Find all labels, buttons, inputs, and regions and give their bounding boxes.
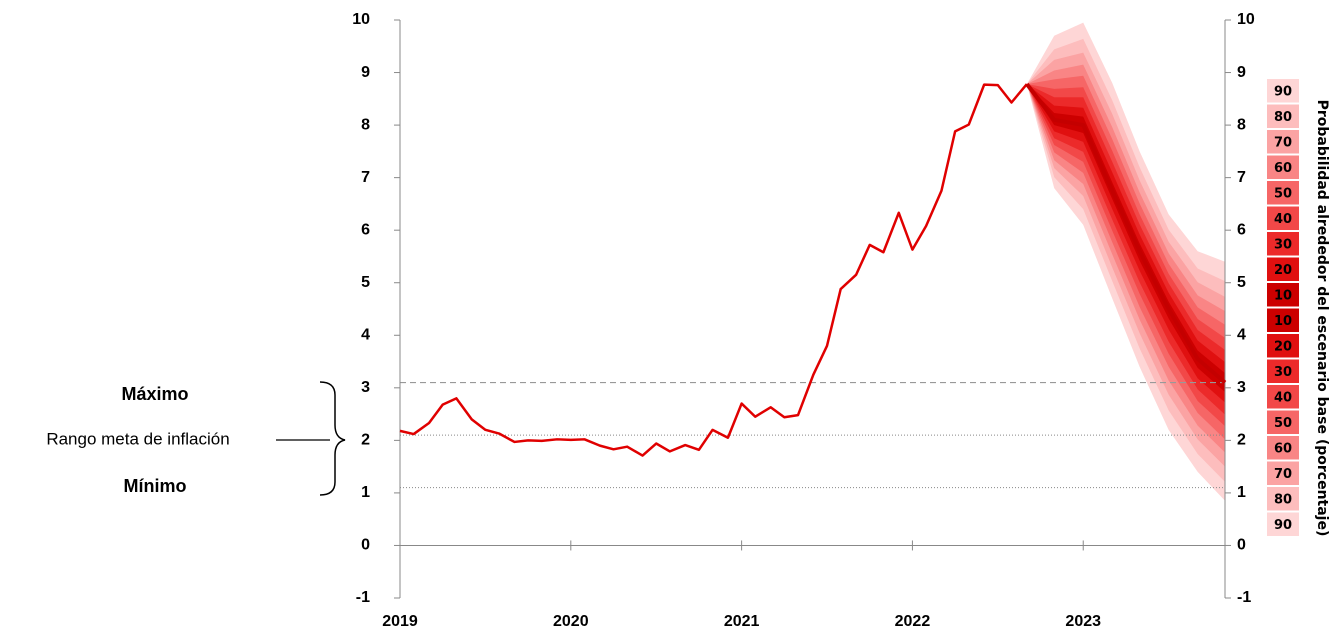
y2-tick-label: 7 xyxy=(1237,169,1246,186)
legend-label: 50 xyxy=(1274,416,1292,431)
fan-band xyxy=(1026,84,1225,393)
legend-label: 50 xyxy=(1274,186,1292,201)
annotation-range: Rango meta de inflación xyxy=(46,429,229,448)
central-line xyxy=(1025,82,1227,385)
line xyxy=(399,83,1028,457)
legend-label: 60 xyxy=(1274,441,1292,456)
y2-tick-label: -1 xyxy=(1237,589,1251,606)
legend-label: 10 xyxy=(1274,314,1292,329)
y2-tick-label: 0 xyxy=(1237,537,1246,554)
legend-swatch xyxy=(1267,436,1299,460)
legend-swatch xyxy=(1267,334,1299,358)
y2-tick-label: 6 xyxy=(1237,221,1246,238)
x-tick-label: 2020 xyxy=(553,613,589,630)
legend-label: 10 xyxy=(1274,288,1292,303)
legend-swatch xyxy=(1267,130,1299,154)
x-tick-label: 2021 xyxy=(724,613,760,630)
y-tick-label: 10 xyxy=(352,11,370,28)
y2-tick-label: 3 xyxy=(1237,379,1246,396)
legend-swatch xyxy=(1267,410,1299,434)
legend-swatch xyxy=(1267,385,1299,409)
legend-title: Probabilidad alrededor del escenario bas… xyxy=(1314,100,1330,537)
legend-swatch xyxy=(1267,155,1299,179)
y-tick-label: 8 xyxy=(361,116,370,133)
legend-swatch xyxy=(1267,487,1299,511)
legend-swatch xyxy=(1267,359,1299,383)
legend-swatch xyxy=(1267,461,1299,485)
legend-swatch xyxy=(1267,257,1299,281)
y-tick-label: 9 xyxy=(361,64,370,81)
x-tick-label: 2022 xyxy=(895,613,931,630)
legend-label: 90 xyxy=(1274,518,1292,533)
legend-swatch xyxy=(1267,79,1299,103)
y-tick-label: 5 xyxy=(361,274,370,291)
y2-tick-label: 4 xyxy=(1237,326,1246,343)
y2-tick-label: 5 xyxy=(1237,274,1246,291)
legend-swatch xyxy=(1267,181,1299,205)
brace xyxy=(319,381,346,496)
legend-label: 40 xyxy=(1274,390,1292,405)
legend-swatch xyxy=(1267,283,1299,307)
legend-swatch xyxy=(1267,308,1299,332)
annotation-min: Mínimo xyxy=(124,476,187,496)
y-tick-label: 0 xyxy=(361,537,370,554)
legend-label: 40 xyxy=(1274,212,1292,227)
y-tick-label: 6 xyxy=(361,221,370,238)
y-tick-label: -1 xyxy=(356,589,370,606)
y-tick-label: 4 xyxy=(361,326,370,343)
y2-tick-label: 10 xyxy=(1237,11,1255,28)
y2-tick-label: 2 xyxy=(1237,432,1246,449)
legend-label: 90 xyxy=(1274,84,1292,99)
legend-swatch xyxy=(1267,206,1299,230)
legend-swatch xyxy=(1267,232,1299,256)
y2-tick-label: 1 xyxy=(1237,484,1246,501)
y2-tick-label: 9 xyxy=(1237,64,1246,81)
legend-label: 80 xyxy=(1274,492,1292,507)
legend-swatch xyxy=(1267,104,1299,128)
y-tick-label: 2 xyxy=(361,432,370,449)
legend-label: 70 xyxy=(1274,467,1292,482)
legend-label: 70 xyxy=(1274,135,1292,150)
annotation-max: Máximo xyxy=(121,384,188,404)
y-tick-label: 7 xyxy=(361,169,370,186)
y2-tick-label: 8 xyxy=(1237,116,1246,133)
legend-label: 30 xyxy=(1274,237,1292,252)
legend-label: 30 xyxy=(1274,365,1292,380)
legend-label: 80 xyxy=(1274,110,1292,125)
legend-swatch xyxy=(1267,512,1299,536)
y-tick-label: 3 xyxy=(361,379,370,396)
legend-label: 60 xyxy=(1274,161,1292,176)
legend-label: 20 xyxy=(1274,263,1292,278)
x-tick-label: 2019 xyxy=(382,613,418,630)
legend-label: 20 xyxy=(1274,339,1292,354)
y-tick-label: 1 xyxy=(361,484,370,501)
x-tick-label: 2023 xyxy=(1065,613,1101,630)
